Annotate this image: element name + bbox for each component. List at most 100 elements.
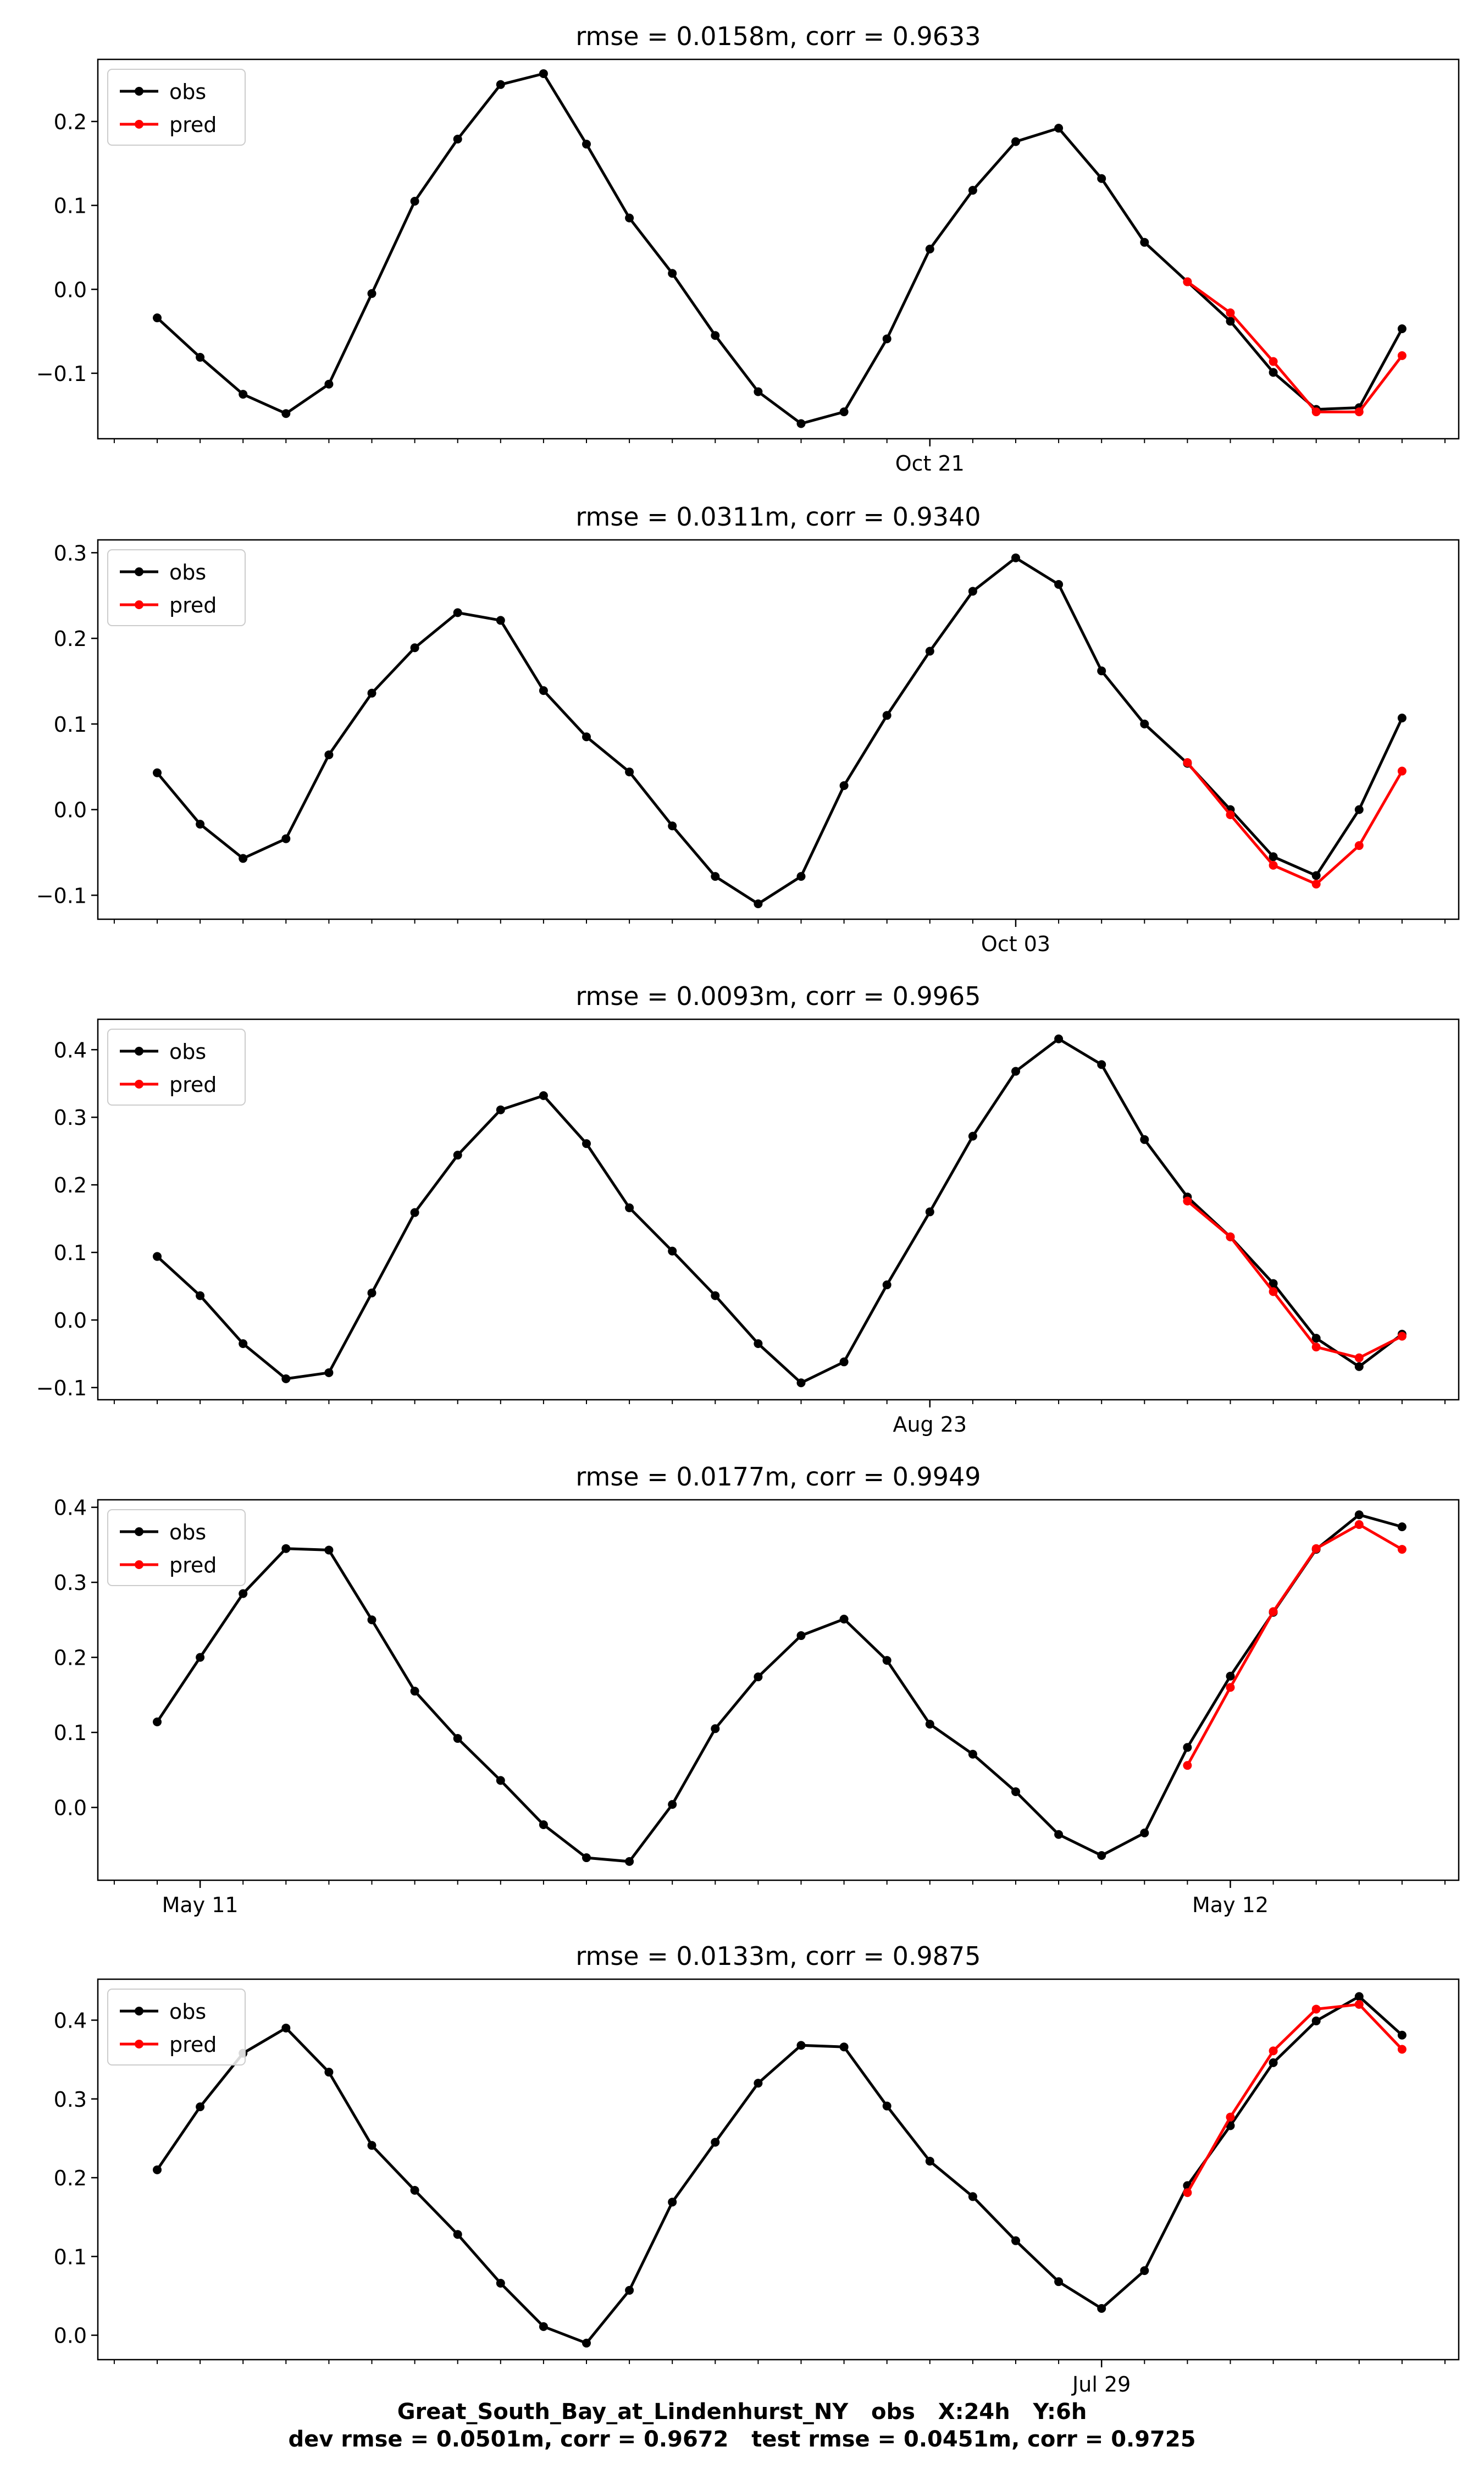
legend-label-obs: obs xyxy=(169,1040,206,1064)
legend-marker-pred xyxy=(135,1560,143,1569)
x-tick-label: Jul 29 xyxy=(1071,2372,1131,2396)
data-point-obs xyxy=(1140,2266,1149,2276)
legend-label-pred: pred xyxy=(169,1553,217,1577)
legend-marker-obs xyxy=(135,2007,143,2015)
data-point-obs xyxy=(1140,1829,1149,1838)
data-point-obs xyxy=(1397,713,1407,722)
data-point-obs xyxy=(1397,1522,1407,1532)
data-point-obs xyxy=(882,334,891,344)
data-point-obs xyxy=(668,269,677,278)
data-point-obs xyxy=(1140,719,1149,728)
series-line-pred xyxy=(1186,2003,1403,2194)
data-point-obs xyxy=(196,1291,205,1300)
data-point-pred xyxy=(1311,1343,1321,1352)
data-point-obs xyxy=(1054,1830,1064,1839)
data-point-obs xyxy=(1097,2304,1106,2313)
data-point-pred xyxy=(1311,1544,1321,1553)
data-point-obs xyxy=(367,2141,376,2150)
data-point-obs xyxy=(839,2042,849,2052)
data-point-obs xyxy=(324,1368,334,1377)
y-tick-label: 0.2 xyxy=(54,627,87,651)
data-point-obs xyxy=(496,1105,505,1114)
data-point-obs xyxy=(668,821,677,831)
y-tick-label: 0.3 xyxy=(54,1106,87,1130)
data-point-obs xyxy=(1054,1034,1064,1043)
data-point-obs xyxy=(196,820,205,829)
legend-marker-obs xyxy=(135,1047,143,1056)
data-point-obs xyxy=(754,2079,763,2088)
data-point-obs xyxy=(1011,1787,1020,1796)
y-tick-label: 0.1 xyxy=(54,1721,87,1745)
data-point-obs xyxy=(453,1734,462,1743)
y-tick-label: 0.0 xyxy=(54,2324,87,2348)
data-point-obs xyxy=(196,352,205,362)
data-point-obs xyxy=(1354,805,1364,814)
y-tick-label: 0.4 xyxy=(54,1496,87,1520)
data-point-obs xyxy=(882,711,891,720)
data-point-obs xyxy=(1269,1279,1278,1288)
data-point-obs xyxy=(625,2285,634,2295)
series-line-pred xyxy=(1186,280,1403,413)
legend-label-obs: obs xyxy=(169,1520,206,1544)
data-point-obs xyxy=(796,872,806,881)
legend: obs pred xyxy=(107,549,246,626)
data-point-obs xyxy=(496,80,505,89)
data-point-obs xyxy=(281,2023,291,2033)
chart-panel-5: rmse = 0.0133m, corr = 0.9875 0.0 0.1 0.2 0.… xyxy=(54,1941,1460,2396)
data-point-obs xyxy=(539,1091,548,1100)
data-point-obs xyxy=(796,2041,806,2050)
data-point-pred xyxy=(1397,1332,1407,1341)
data-point-obs xyxy=(453,608,462,617)
data-point-obs xyxy=(496,616,505,625)
x-tick-label: Oct 21 xyxy=(895,451,965,476)
series-line-pred xyxy=(1186,1523,1403,1766)
data-point-pred xyxy=(1226,308,1235,318)
y-tick-label: 0.0 xyxy=(54,1796,87,1820)
data-point-obs xyxy=(754,387,763,396)
data-point-obs xyxy=(1269,2058,1278,2067)
data-point-obs xyxy=(1140,1135,1149,1144)
data-point-obs xyxy=(410,2185,419,2195)
data-point-obs xyxy=(410,1687,419,1696)
data-point-obs xyxy=(796,1378,806,1388)
data-point-pred xyxy=(1226,2112,1235,2122)
data-point-obs xyxy=(925,2156,934,2166)
y-tick-label: 0.2 xyxy=(54,110,87,134)
data-point-obs xyxy=(839,1615,849,1624)
data-point-obs xyxy=(668,1800,677,1809)
data-point-obs xyxy=(754,1672,763,1682)
data-point-obs xyxy=(968,1131,977,1141)
data-point-pred xyxy=(1183,1196,1192,1206)
data-point-pred xyxy=(1354,1353,1364,1362)
data-point-obs xyxy=(410,1208,419,1217)
data-point-obs xyxy=(1397,2030,1407,2040)
data-point-obs xyxy=(582,140,591,149)
data-point-obs xyxy=(968,1749,977,1759)
data-point-obs xyxy=(882,2101,891,2111)
data-point-obs xyxy=(239,390,248,399)
data-point-pred xyxy=(1354,1520,1364,1529)
data-point-obs xyxy=(796,1631,806,1641)
data-point-obs xyxy=(1354,1992,1364,2001)
y-tick-label: 0.0 xyxy=(54,798,87,822)
data-point-obs xyxy=(539,1820,548,1829)
data-point-pred xyxy=(1183,2188,1192,2197)
data-point-pred xyxy=(1311,880,1321,889)
legend: obs pred xyxy=(107,1989,246,2066)
data-point-obs xyxy=(882,1656,891,1665)
data-point-obs xyxy=(1097,666,1106,676)
axes-frame xyxy=(97,1018,1460,1401)
data-point-obs xyxy=(1354,1362,1364,1371)
legend-label-pred: pred xyxy=(169,2033,217,2057)
data-point-obs xyxy=(1311,2016,1321,2025)
data-point-obs xyxy=(925,1207,934,1217)
data-point-obs xyxy=(625,1857,634,1866)
data-point-obs xyxy=(1311,871,1321,880)
data-point-obs xyxy=(196,2102,205,2112)
data-point-obs xyxy=(1011,553,1020,562)
chart-panel-3: rmse = 0.0093m, corr = 0.9965 −0.1 0.0 0.1 0… xyxy=(36,981,1460,1437)
chart-panel-2: rmse = 0.0311m, corr = 0.9340 −0.1 0.0 0.1 0… xyxy=(36,502,1460,956)
data-point-obs xyxy=(968,2192,977,2201)
legend-marker-pred xyxy=(135,2040,143,2048)
data-point-obs xyxy=(453,1151,462,1160)
